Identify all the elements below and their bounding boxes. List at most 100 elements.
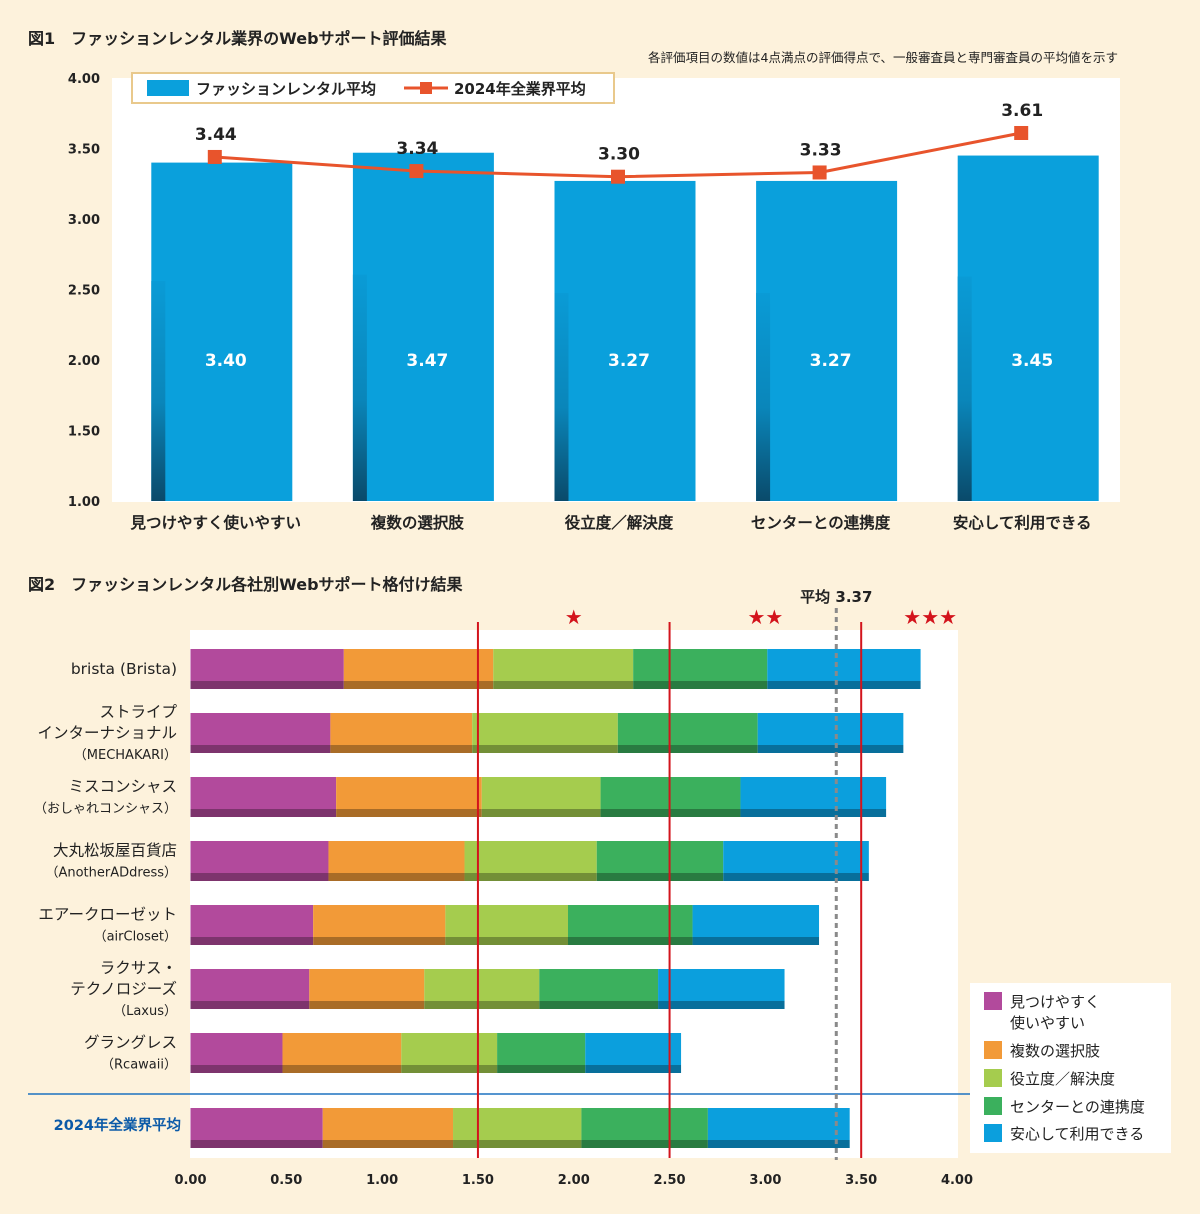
company-label: エアークローゼット (38, 906, 177, 924)
bar-segment (568, 905, 693, 937)
rank-stars: ★ (565, 605, 583, 629)
company-label: （AnotherADdress） (45, 866, 177, 881)
bar-segment (740, 777, 887, 809)
line-marker (409, 164, 424, 179)
legend-label: 2024年全業界平均 (454, 80, 586, 98)
bar-shadow-edge (756, 292, 771, 501)
bar-segment (757, 713, 904, 745)
legend-label: 役立度／解決度 (1010, 1070, 1115, 1088)
bar-segment-shadow (658, 1001, 785, 1009)
category-label: 役立度／解決度 (565, 513, 674, 532)
company-label: グラングレス (84, 1034, 177, 1052)
y-tick-label: 2.00 (68, 354, 100, 369)
line-value-label: 3.33 (800, 140, 842, 160)
bar-segment (190, 841, 329, 873)
x-tick-label: 3.50 (845, 1173, 877, 1188)
company-label: （MECHAKARI） (74, 748, 177, 763)
bar-segment (190, 1108, 323, 1140)
bar-body (151, 162, 293, 501)
bar-segment-shadow (190, 1140, 323, 1148)
y-tick-label: 1.00 (68, 495, 100, 510)
bar-segment-shadow (472, 745, 618, 753)
y-tick-label: 2.50 (68, 284, 100, 299)
company-label: ラクサス・ (100, 959, 177, 977)
bar-value-label: 3.27 (810, 351, 852, 371)
bar-segment-shadow (568, 937, 693, 945)
bar-segment (464, 841, 597, 873)
industry-average-bar (190, 1108, 850, 1148)
bar-segment-shadow (190, 873, 329, 881)
x-tick-label: 2.00 (558, 1173, 590, 1188)
legend-swatch (984, 1041, 1002, 1059)
y-tick-label: 1.50 (68, 425, 100, 440)
bar-segment-shadow (330, 745, 473, 753)
bar-segment (539, 969, 659, 1001)
line-value-label: 3.34 (396, 139, 438, 159)
bar-value-label: 3.47 (406, 351, 448, 371)
company-label: brista (Brista) (71, 660, 177, 678)
bar-segment (322, 1108, 454, 1140)
figure1-title: 図1 ファッションレンタル業界のWebサポート評価結果 (28, 29, 447, 48)
category-label: 複数の選択肢 (370, 513, 465, 532)
bar-segment (658, 969, 785, 1001)
bar-segment (282, 1033, 402, 1065)
bar-segment-shadow (493, 681, 634, 689)
company-bar (190, 969, 785, 1009)
legend-swatch (984, 992, 1002, 1010)
company-bar (190, 777, 887, 817)
bar-body (957, 155, 1099, 502)
company-bar (190, 905, 820, 945)
company-bar (190, 713, 904, 753)
legend-swatch (984, 1069, 1002, 1087)
bar-segment (581, 1108, 708, 1140)
bar-segment (585, 1033, 682, 1065)
bar-shadow-edge (151, 281, 166, 501)
bar-segment-shadow (445, 937, 569, 945)
bar-segment (190, 649, 344, 681)
line-marker (207, 149, 222, 164)
category-label: 見つけやすく使いやすい (130, 513, 302, 532)
bar-segment-shadow (481, 809, 601, 817)
company-label: インターナショナル (37, 724, 177, 742)
company-label: （airCloset） (94, 930, 177, 945)
bar-segment (309, 969, 425, 1001)
company-bar (190, 1033, 682, 1073)
bar-segment (767, 649, 921, 681)
company-label: ストライプ (99, 703, 177, 721)
legend-label: 使いやすい (1010, 1014, 1085, 1032)
bar-segment-shadow (633, 681, 768, 689)
bar-value-label: 3.45 (1011, 351, 1053, 371)
bar-segment-shadow (497, 1065, 586, 1073)
bar: 3.47 (352, 152, 494, 502)
legend-swatch-bar (147, 80, 189, 96)
legend-box (131, 72, 615, 104)
bar-body (352, 152, 494, 502)
category-label: 安心して利用できる (953, 513, 1092, 532)
bar-segment-shadow (596, 873, 724, 881)
line-marker (611, 169, 625, 184)
bar: 3.45 (957, 155, 1099, 502)
figure2-plot-area (190, 630, 958, 1158)
bar-segment (493, 649, 634, 681)
bar-segment-shadow (740, 809, 887, 817)
bar-segment-shadow (313, 937, 446, 945)
x-tick-label: 4.00 (941, 1173, 973, 1188)
y-tick-label: 3.00 (68, 213, 100, 228)
x-tick-label: 2.50 (654, 1173, 686, 1188)
bar-segment (472, 713, 618, 745)
bar-shadow-edge (554, 292, 569, 501)
line-value-label: 3.30 (598, 145, 640, 165)
x-tick-label: 0.50 (270, 1173, 302, 1188)
bar-segment-shadow (190, 681, 344, 689)
bar-segment-shadow (723, 873, 869, 881)
bar-segment (707, 1108, 850, 1140)
company-label: テクノロジーズ (70, 980, 177, 998)
y-tick-label: 3.50 (68, 143, 100, 158)
bar-segment (401, 1033, 498, 1065)
bar: 3.27 (554, 180, 696, 501)
bar-segment-shadow (190, 809, 337, 817)
company-label: 大丸松坂屋百貨店 (53, 842, 177, 860)
bar-segment (596, 841, 724, 873)
bar: 3.40 (151, 162, 293, 501)
bar-segment-shadow (453, 1140, 582, 1148)
